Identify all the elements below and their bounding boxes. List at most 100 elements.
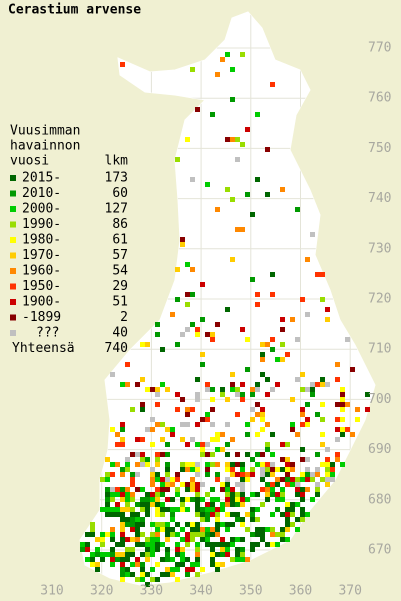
observation-square	[230, 542, 235, 547]
observation-square	[180, 462, 185, 467]
observation-square	[235, 392, 240, 397]
observation-square	[140, 542, 145, 547]
observation-square	[325, 447, 330, 452]
observation-square	[120, 442, 125, 447]
observation-square	[130, 452, 135, 457]
observation-square	[145, 557, 150, 562]
observation-square	[175, 487, 180, 492]
legend-swatch	[10, 190, 16, 197]
observation-square	[270, 467, 275, 472]
observation-square	[145, 542, 150, 547]
legend-count: 86	[112, 217, 128, 232]
observation-square	[230, 137, 235, 142]
observation-square	[220, 387, 225, 392]
legend-label: 1970-	[22, 248, 61, 263]
observation-square	[130, 507, 135, 512]
observation-square	[290, 522, 295, 527]
observation-square	[255, 532, 260, 537]
observation-square	[155, 542, 160, 547]
observation-square	[365, 407, 370, 412]
observation-square	[270, 492, 275, 497]
observation-square	[230, 472, 235, 477]
observation-square	[145, 582, 150, 587]
observation-square	[160, 452, 165, 457]
observation-square	[190, 497, 195, 502]
observation-square	[160, 572, 165, 577]
observation-square	[175, 577, 180, 582]
observation-square	[125, 487, 130, 492]
observation-square	[155, 502, 160, 507]
observation-square	[165, 482, 170, 487]
observation-square	[150, 497, 155, 502]
observation-square	[295, 337, 300, 342]
observation-square	[250, 547, 255, 552]
y-tick-label: 750	[368, 141, 391, 156]
observation-square	[180, 482, 185, 487]
observation-square	[110, 507, 115, 512]
observation-square	[145, 552, 150, 557]
observation-square	[325, 307, 330, 312]
observation-square	[240, 467, 245, 472]
observation-square	[175, 522, 180, 527]
observation-square	[145, 547, 150, 552]
observation-square	[200, 512, 205, 517]
observation-square	[85, 542, 90, 547]
observation-square	[255, 412, 260, 417]
observation-square	[285, 512, 290, 517]
observation-square	[180, 242, 185, 247]
observation-square	[225, 522, 230, 527]
observation-square	[300, 447, 305, 452]
observation-square	[255, 462, 260, 467]
observation-square	[205, 182, 210, 187]
observation-square	[120, 517, 125, 522]
observation-square	[265, 147, 270, 152]
observation-square	[105, 477, 110, 482]
observation-square	[110, 472, 115, 477]
observation-square	[320, 462, 325, 467]
observation-square	[130, 477, 135, 482]
legend-label: 1990-	[22, 217, 61, 232]
observation-square	[260, 467, 265, 472]
legend-swatch	[10, 268, 16, 274]
observation-square	[235, 537, 240, 542]
observation-square	[190, 177, 195, 182]
observation-square	[175, 407, 180, 412]
observation-square	[125, 572, 130, 577]
observation-square	[155, 422, 160, 427]
observation-square	[140, 532, 145, 537]
observation-square	[210, 507, 215, 512]
observation-square	[125, 537, 130, 542]
observation-square	[200, 537, 205, 542]
observation-square	[265, 527, 270, 532]
observation-square	[265, 447, 270, 452]
observation-square	[95, 537, 100, 542]
observation-square	[125, 517, 130, 522]
observation-square	[295, 517, 300, 522]
observation-square	[195, 467, 200, 472]
observation-square	[315, 452, 320, 457]
observation-square	[270, 347, 275, 352]
observation-square	[290, 477, 295, 482]
observation-square	[340, 417, 345, 422]
observation-square	[160, 487, 165, 492]
observation-square	[225, 187, 230, 192]
observation-square	[325, 482, 330, 487]
observation-square	[240, 52, 245, 57]
observation-square	[200, 497, 205, 502]
observation-square	[185, 302, 190, 307]
legend-total-label: Yhteensä	[12, 341, 75, 356]
observation-square	[235, 492, 240, 497]
observation-square	[260, 352, 265, 357]
observation-square	[80, 547, 85, 552]
observation-square	[235, 137, 240, 142]
observation-square	[245, 472, 250, 477]
observation-square	[245, 512, 250, 517]
observation-square	[230, 382, 235, 387]
observation-square	[160, 482, 165, 487]
observation-square	[335, 402, 340, 407]
observation-square	[240, 497, 245, 502]
observation-square	[150, 427, 155, 432]
observation-square	[120, 567, 125, 572]
observation-square	[245, 497, 250, 502]
y-tick-label: 770	[368, 41, 391, 56]
